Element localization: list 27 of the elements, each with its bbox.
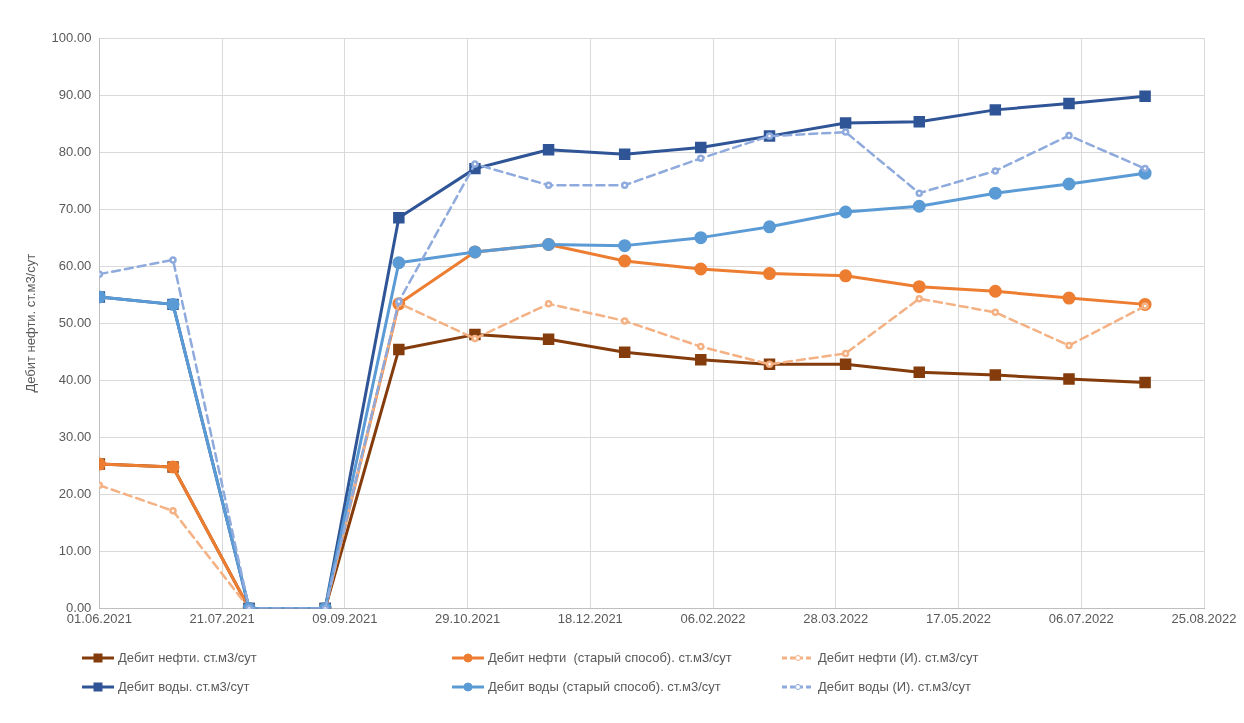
x-tick-label: 09.09.2021	[312, 610, 378, 626]
y-tick-label: 90.00	[58, 86, 92, 102]
x-tick-label: 17.05.2022	[925, 610, 992, 626]
legend-label: Дебит нефти (старый способ). ст.м3/сут	[488, 650, 732, 665]
y-tick-label: 70.00	[58, 200, 92, 216]
x-tick-label: 25.08.2022	[1171, 610, 1237, 626]
x-tick-label: 06.07.2022	[1048, 610, 1114, 626]
legend-label: Дебит нефти (И). ст.м3/сут	[818, 650, 979, 665]
x-tick-label: 21.07.2021	[189, 610, 255, 626]
y-tick-label: 80.00	[58, 143, 92, 159]
legend-label: Дебит воды (старый способ). ст.м3/сут	[488, 679, 721, 694]
y-tick-label: 60.00	[58, 257, 92, 273]
y-tick-label: 0.00	[66, 599, 92, 615]
x-tick-label: 29.10.2021	[435, 610, 501, 626]
y-tick-label: 50.00	[58, 314, 92, 330]
y-tick-label: 40.00	[58, 371, 92, 387]
y-axis-title: Дебит нефти. ст.м3/сут	[23, 253, 39, 393]
y-tick-label: 100.00	[51, 29, 92, 45]
x-tick-label: 18.12.2021	[557, 610, 623, 626]
legend-label: Дебит нефти. ст.м3/сут	[118, 650, 257, 665]
legend-label: Дебит воды (И). ст.м3/сут	[818, 679, 971, 694]
x-tick-label: 28.03.2022	[803, 610, 869, 626]
y-tick-label: 20.00	[58, 485, 92, 501]
y-tick-label: 10.00	[58, 542, 92, 558]
x-tick-label: 06.02.2022	[680, 610, 746, 626]
y-tick-label: 30.00	[58, 428, 92, 444]
legend-label: Дебит воды. ст.м3/сут	[118, 679, 250, 694]
